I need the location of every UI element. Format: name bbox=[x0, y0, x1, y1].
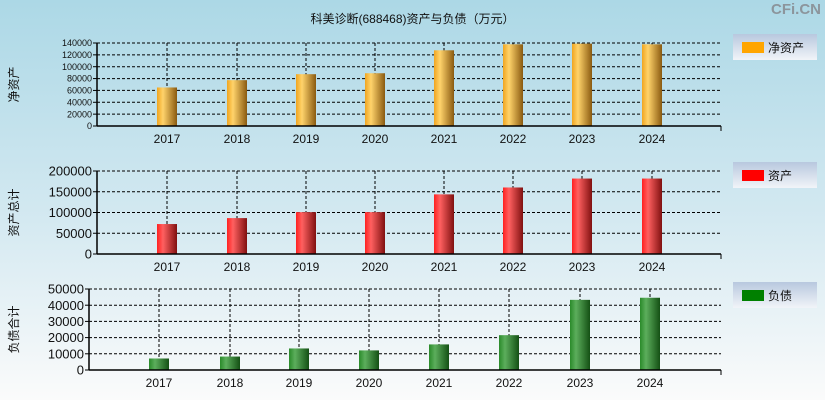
x-tick-label: 2023 bbox=[569, 132, 596, 146]
bar-2017 bbox=[157, 87, 177, 126]
legend-swatch bbox=[742, 289, 764, 301]
x-tick-label: 2024 bbox=[639, 260, 666, 274]
x-tick-label: 2022 bbox=[500, 132, 527, 146]
legend-net-assets: 净资产 bbox=[733, 34, 817, 60]
legend-swatch bbox=[742, 169, 764, 181]
y-tick-label: 80000 bbox=[67, 74, 92, 84]
y-tick-label: 0 bbox=[87, 121, 92, 131]
bar-2022 bbox=[503, 187, 523, 254]
bar-2019 bbox=[296, 74, 316, 126]
bar-2019 bbox=[296, 212, 316, 254]
bar-2023 bbox=[570, 299, 590, 370]
y-tick-label: 60000 bbox=[67, 86, 92, 96]
x-tick-label: 2018 bbox=[224, 132, 251, 146]
y-tick-label: 140000 bbox=[62, 38, 92, 48]
y-axis-label: 资产总计 bbox=[7, 188, 21, 236]
x-tick-label: 2021 bbox=[431, 132, 458, 146]
bar-2018 bbox=[227, 80, 247, 126]
y-tick-label: 0 bbox=[85, 247, 92, 262]
bar-2020 bbox=[359, 350, 379, 370]
x-tick-label: 2019 bbox=[293, 132, 320, 146]
legend-assets: 资产 bbox=[733, 162, 817, 188]
bar-2024 bbox=[640, 297, 660, 370]
bar-2023 bbox=[572, 178, 592, 254]
bar-2018 bbox=[220, 356, 240, 370]
legend-swatch bbox=[742, 41, 764, 53]
y-tick-label: 40000 bbox=[48, 298, 84, 313]
bar-2021 bbox=[429, 344, 449, 370]
bar-2024 bbox=[642, 178, 662, 254]
x-tick-label: 2023 bbox=[569, 260, 596, 274]
y-tick-label: 0 bbox=[77, 363, 84, 378]
x-tick-label: 2018 bbox=[217, 376, 244, 390]
bar-2020 bbox=[365, 73, 385, 126]
bar-2022 bbox=[499, 335, 519, 370]
y-tick-label: 120000 bbox=[62, 50, 92, 60]
y-tick-label: 100000 bbox=[49, 205, 92, 220]
bar-2021 bbox=[434, 50, 454, 126]
y-axis-label: 负债合计 bbox=[6, 305, 21, 353]
bar-2023 bbox=[572, 43, 592, 126]
y-tick-label: 10000 bbox=[48, 346, 84, 361]
cfi-logo: CFi.CN bbox=[771, 1, 821, 18]
bar-2017 bbox=[157, 224, 177, 254]
legend-label: 负债 bbox=[768, 288, 793, 303]
bar-2021 bbox=[434, 194, 454, 254]
y-tick-label: 50000 bbox=[56, 226, 92, 241]
y-tick-label: 30000 bbox=[48, 314, 84, 329]
x-tick-label: 2021 bbox=[426, 376, 453, 390]
bar-2017 bbox=[149, 358, 169, 370]
legend-liabilities: 负债 bbox=[733, 282, 817, 308]
y-tick-label: 40000 bbox=[67, 97, 92, 107]
x-tick-label: 2017 bbox=[154, 132, 181, 146]
x-tick-label: 2020 bbox=[362, 260, 389, 274]
bar-2020 bbox=[365, 212, 385, 254]
y-tick-label: 200000 bbox=[49, 164, 92, 179]
bar-2018 bbox=[227, 218, 247, 254]
x-tick-label: 2024 bbox=[637, 376, 664, 390]
x-tick-label: 2022 bbox=[500, 260, 527, 274]
x-tick-label: 2018 bbox=[224, 260, 251, 274]
y-tick-label: 20000 bbox=[48, 330, 84, 345]
x-tick-label: 2021 bbox=[431, 260, 458, 274]
panel-1: 0 50000 100000 150000 200000 2017 2018 2019 2020… bbox=[7, 164, 722, 274]
x-tick-label: 2019 bbox=[286, 376, 313, 390]
y-axis-label: 净资产 bbox=[7, 66, 21, 102]
x-tick-label: 2020 bbox=[356, 376, 383, 390]
y-tick-label: 50000 bbox=[48, 282, 84, 297]
x-tick-label: 2024 bbox=[639, 132, 666, 146]
chart-title: 科美诊断(688468)资产与负债（万元） bbox=[310, 12, 515, 26]
x-tick-label: 2017 bbox=[146, 376, 173, 390]
legend-label: 资产 bbox=[768, 168, 793, 183]
y-tick-label: 100000 bbox=[62, 62, 92, 72]
x-tick-label: 2020 bbox=[362, 132, 389, 146]
legend-label: 净资产 bbox=[768, 40, 805, 55]
y-tick-label: 20000 bbox=[67, 109, 92, 119]
x-tick-label: 2019 bbox=[293, 260, 320, 274]
y-tick-label: 150000 bbox=[49, 184, 92, 199]
x-tick-label: 2017 bbox=[154, 260, 181, 274]
x-tick-label: 2022 bbox=[496, 376, 523, 390]
bar-2024 bbox=[642, 44, 662, 126]
bar-2019 bbox=[289, 348, 309, 370]
bar-2022 bbox=[503, 44, 523, 126]
x-tick-label: 2023 bbox=[567, 376, 594, 390]
